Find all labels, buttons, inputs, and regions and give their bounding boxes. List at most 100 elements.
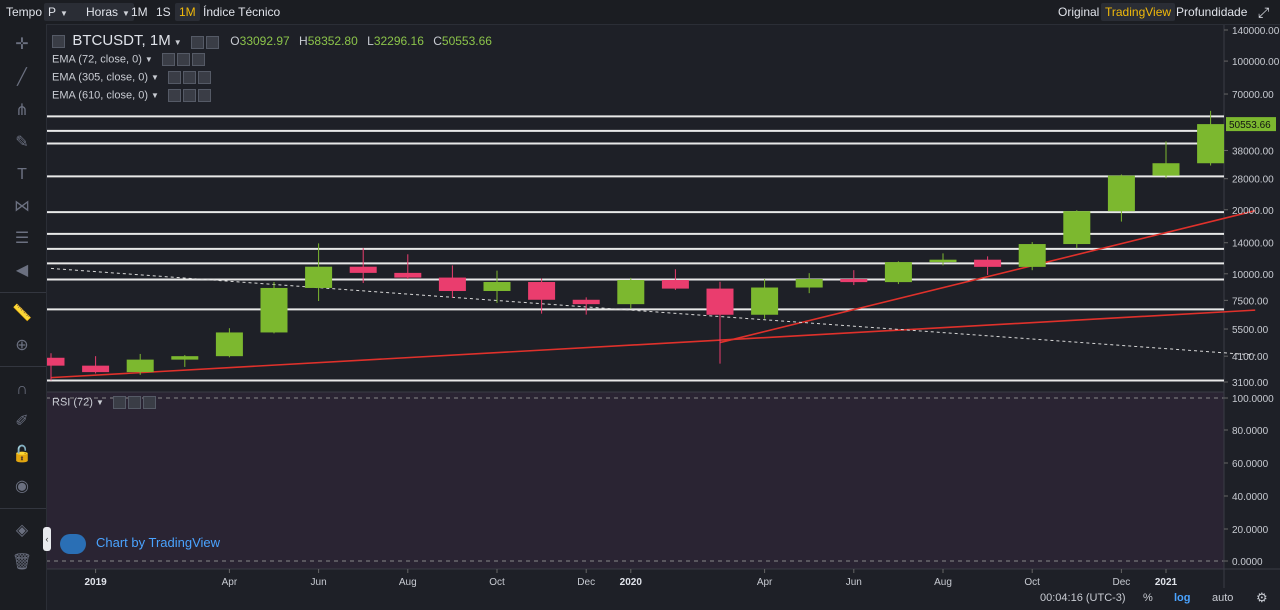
lock-drawing-icon[interactable]: ✐ — [15, 413, 29, 430]
close-icon[interactable] — [191, 53, 205, 66]
hide-icon[interactable] — [182, 71, 196, 84]
hide-icon[interactable] — [127, 396, 141, 409]
clock-readout: 00:04:16 (UTC-3) — [1040, 592, 1126, 604]
brush-icon[interactable]: ✎ — [15, 134, 29, 151]
eye-icon[interactable]: ◉ — [15, 478, 29, 495]
high-value: 58352.80 — [307, 34, 358, 48]
view-depth-tab[interactable]: Profundidade — [1176, 5, 1248, 19]
candle-body — [1107, 175, 1135, 212]
settings-icon[interactable] — [167, 89, 181, 102]
time-axis[interactable]: 2019 Apr Jun Aug Oct Dec 2020 Apr Jun Aug Oct Dec 20… — [84, 569, 1178, 588]
view-tradingview-tab[interactable]: TradingView — [1101, 3, 1176, 21]
back-arrow-icon[interactable]: ◀ — [15, 262, 29, 279]
percent-scale-button[interactable]: % — [1143, 592, 1153, 604]
price-tick-label: 7500.00 — [1232, 296, 1269, 307]
settings-icon[interactable] — [167, 71, 181, 84]
log-scale-button[interactable]: log — [1174, 592, 1191, 604]
candle — [483, 270, 511, 303]
fullscreen-icon[interactable]: ⤢ — [1258, 4, 1270, 20]
expand-toolbar-handle[interactable]: ‹ — [43, 527, 51, 551]
candle-body — [528, 282, 556, 300]
chevron-down-icon[interactable]: ▼ — [151, 73, 159, 83]
rsi-pane — [46, 392, 1224, 569]
trash-icon[interactable]: 🗑 — [11, 554, 33, 571]
candle — [1107, 174, 1135, 222]
auto-scale-button[interactable]: auto — [1212, 592, 1234, 604]
zoom-in-icon[interactable]: ⊕ — [15, 337, 29, 354]
rsi-actions — [112, 396, 158, 409]
candle — [37, 353, 65, 381]
chevron-down-icon[interactable]: ▼ — [144, 55, 153, 65]
candle — [171, 355, 199, 367]
rsi-tick-label: 0.0000 — [1232, 557, 1263, 568]
fib-icon[interactable]: ☰ — [14, 230, 30, 247]
chevron-down-icon: ▼ — [60, 9, 68, 18]
settings-icon[interactable] — [112, 396, 126, 409]
hide-icon[interactable] — [176, 53, 190, 66]
price-axis[interactable]: 3100.00 4100.00 5500.00 7500.00 10000.00 1400… — [1224, 26, 1280, 389]
layers-icon[interactable]: ◈ — [15, 522, 29, 539]
candle-body — [37, 357, 65, 366]
chevron-down-icon[interactable]: ▼ — [151, 91, 159, 101]
gear-icon[interactable]: ⚙ — [1256, 590, 1268, 605]
hide-icon[interactable] — [205, 35, 219, 49]
candle — [840, 270, 868, 286]
interval-1s-button[interactable]: 1S — [156, 5, 171, 19]
price-tick-label: 4100.00 — [1232, 352, 1269, 363]
trend-line — [50, 309, 1256, 379]
time-tick-label: Aug — [399, 577, 417, 588]
ema-610-legend[interactable]: EMA (610, close, 0) ▼ — [52, 89, 213, 102]
technical-index-button[interactable]: Índice Técnico — [203, 5, 281, 19]
candle — [215, 328, 243, 358]
candle-body — [126, 359, 154, 373]
view-original-tab[interactable]: Original — [1058, 5, 1100, 19]
lock-icon[interactable]: 🔓 — [12, 446, 32, 463]
time-tick-label: Jun — [846, 577, 862, 588]
close-icon[interactable] — [142, 396, 156, 409]
candle — [1018, 242, 1046, 271]
symbol-checkbox-icon[interactable] — [52, 35, 65, 49]
trend-lines[interactable] — [50, 209, 1256, 379]
settings-icon[interactable] — [190, 35, 204, 49]
symbol-actions — [190, 35, 221, 49]
magnet-icon[interactable]: ∩ — [16, 381, 28, 398]
ema-72-legend[interactable]: EMA (72, close, 0) ▼ — [52, 53, 207, 66]
candle-body — [929, 259, 957, 263]
price-tick-label: 10000.00 — [1232, 270, 1274, 281]
interval-1month-button[interactable]: 1M — [175, 3, 200, 21]
time-tick-label: Oct — [1024, 577, 1040, 588]
tradingview-watermark[interactable]: Chart by TradingView — [60, 531, 220, 555]
toolbar-divider — [0, 366, 46, 367]
candle-body — [706, 288, 734, 315]
interval-1m-button[interactable]: 1M — [131, 5, 148, 19]
candle-body — [349, 266, 377, 273]
chevron-down-icon[interactable]: ▼ — [95, 398, 104, 408]
hide-icon[interactable] — [182, 89, 196, 102]
toolbar-divider — [0, 508, 46, 509]
candle — [974, 256, 1002, 275]
hours-dropdown[interactable]: Horas ▼ — [82, 3, 134, 21]
ema-72-label: EMA (72, close, 0) — [52, 53, 142, 66]
price-tick-label: 3100.00 — [1232, 378, 1269, 389]
pitchfork-icon[interactable]: ⋔ — [15, 102, 29, 119]
candles — [37, 110, 1225, 381]
text-icon[interactable]: T — [17, 166, 27, 183]
trend-line-icon[interactable]: ╱ — [17, 69, 27, 86]
candle-body — [840, 279, 868, 283]
close-icon[interactable] — [197, 89, 211, 102]
pattern-icon[interactable]: ⋈ — [14, 198, 30, 215]
close-icon[interactable] — [197, 71, 211, 84]
rsi-legend[interactable]: RSI (72) ▼ — [52, 396, 158, 409]
settings-icon[interactable] — [161, 53, 175, 66]
high-label: H — [299, 34, 308, 48]
open-value: 33092.97 — [239, 34, 290, 48]
candle — [305, 243, 333, 301]
chevron-down-icon[interactable]: ▼ — [173, 38, 182, 47]
symbol-name[interactable]: BTCUSDT, 1M — [72, 32, 171, 49]
ruler-icon[interactable]: 📏 — [12, 305, 32, 322]
last-price-tag — [1226, 117, 1276, 132]
crosshair-icon[interactable]: ✛ — [15, 36, 29, 53]
ema-305-legend[interactable]: EMA (305, close, 0) ▼ — [52, 71, 213, 84]
period-select[interactable]: P ▼ — [44, 3, 84, 21]
